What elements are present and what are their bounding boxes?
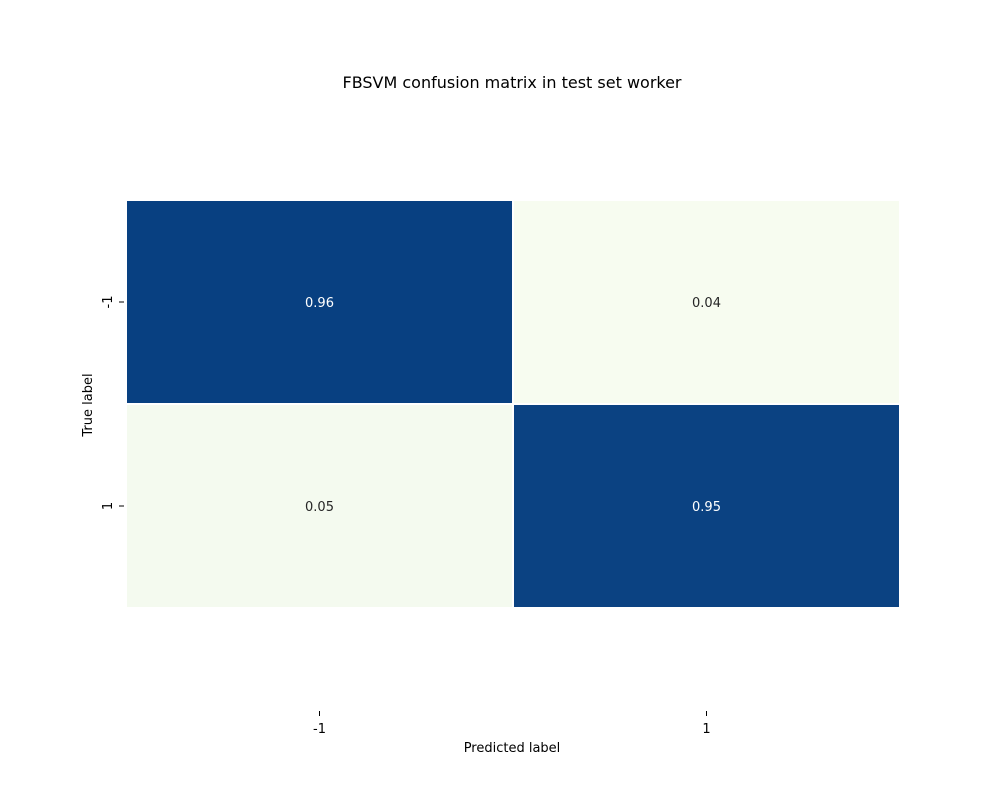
cell-value-label: 0.05	[305, 500, 334, 515]
x-axis-ticks: -1 1	[313, 711, 711, 737]
cell-value-label: 0.04	[692, 296, 721, 311]
heatmap-cell	[512, 199, 901, 405]
y-axis-label: True label	[81, 373, 96, 437]
y-axis-ticks: -1 1	[101, 296, 124, 510]
y-tick-label: -1	[101, 296, 116, 309]
heatmap-cell	[125, 199, 514, 405]
x-tick-label: -1	[313, 722, 326, 737]
heatmap-cell	[125, 403, 514, 609]
chart-title: FBSVM confusion matrix in test set worke…	[342, 73, 681, 92]
heatmap-cell	[512, 403, 901, 609]
cell-value-label: 0.95	[692, 500, 721, 515]
x-axis-label: Predicted label	[464, 741, 561, 756]
x-tick-label: 1	[702, 722, 710, 737]
cell-value-label: 0.96	[305, 296, 334, 311]
y-tick-label: 1	[101, 502, 116, 510]
heatmap-cells: 0.96 0.04 0.05 0.95	[125, 199, 901, 609]
